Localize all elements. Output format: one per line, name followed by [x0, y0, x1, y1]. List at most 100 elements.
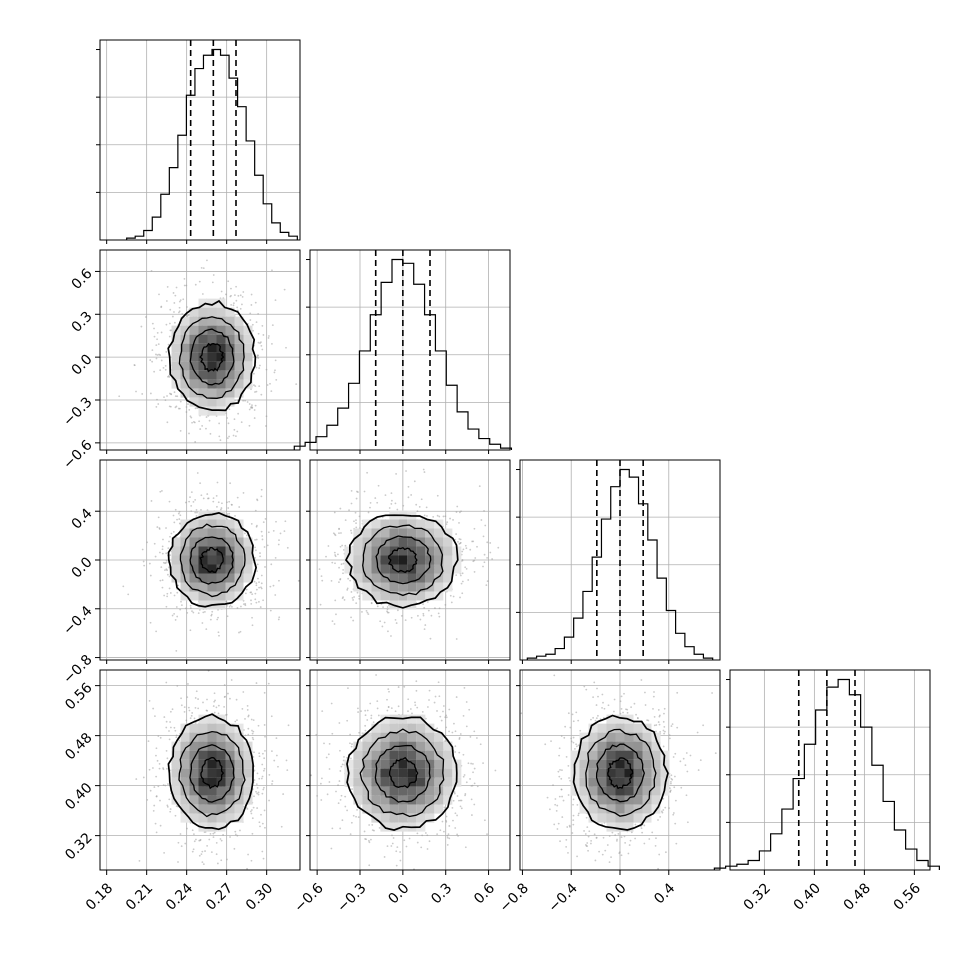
density-cell — [198, 714, 208, 724]
sample-point — [267, 337, 270, 339]
density-cell — [198, 546, 208, 556]
density-cell — [225, 307, 235, 317]
density-cell — [198, 759, 208, 769]
sample-point — [424, 832, 427, 834]
density-cell — [216, 397, 226, 407]
sample-point — [263, 767, 266, 770]
sample-point — [264, 566, 266, 568]
density-cell — [225, 573, 235, 583]
sample-point — [250, 602, 253, 605]
sample-point — [253, 795, 255, 798]
sample-point — [202, 701, 204, 704]
sample-point — [244, 399, 246, 402]
sample-point — [344, 795, 347, 798]
density-cell — [389, 555, 399, 565]
density-cell — [225, 750, 235, 760]
density-cell — [353, 555, 363, 565]
sample-point — [237, 412, 240, 415]
sample-point — [473, 730, 476, 733]
sample-point — [174, 395, 177, 398]
density-cell — [416, 519, 426, 529]
sample-point — [187, 314, 190, 317]
sample-point — [177, 311, 180, 314]
sample-point — [238, 631, 240, 634]
sample-point — [347, 687, 349, 690]
sample-point — [165, 527, 167, 529]
density-cell — [180, 352, 190, 362]
sample-point — [166, 804, 169, 807]
sample-point — [153, 542, 156, 545]
sample-point — [387, 688, 390, 690]
sample-point — [277, 765, 279, 768]
sample-point — [268, 799, 270, 802]
sample-point — [193, 833, 195, 836]
sample-point — [247, 733, 250, 736]
sample-point — [470, 798, 473, 801]
density-cell — [416, 573, 426, 583]
sample-point — [275, 737, 278, 740]
sample-point — [242, 691, 245, 693]
sample-point — [417, 614, 419, 617]
density-cell — [234, 537, 244, 547]
density-cell — [234, 786, 244, 796]
sample-point — [365, 609, 368, 612]
sample-point — [360, 710, 362, 713]
sample-point — [485, 584, 488, 586]
sample-point — [342, 562, 345, 565]
sample-point — [174, 729, 177, 732]
sample-point — [297, 579, 300, 582]
sample-point — [251, 323, 254, 326]
sample-point — [442, 515, 445, 518]
sample-point — [163, 716, 166, 718]
density-cell — [180, 795, 190, 805]
sample-point — [258, 777, 261, 780]
sample-point — [259, 552, 261, 554]
density-cell — [234, 546, 244, 556]
sample-point — [151, 322, 154, 325]
sample-point — [241, 295, 244, 298]
sample-point — [159, 736, 162, 739]
sample-point — [391, 842, 394, 845]
sample-point — [461, 572, 464, 575]
density-cell — [416, 546, 426, 556]
sample-point — [256, 786, 259, 789]
sample-point — [161, 548, 164, 551]
sample-point — [250, 809, 253, 811]
sample-point — [212, 274, 215, 276]
sample-point — [258, 581, 260, 584]
density-cell — [189, 591, 199, 601]
sample-point — [265, 425, 267, 427]
density-cell — [225, 795, 235, 805]
density-cell — [198, 361, 208, 371]
sample-point — [261, 752, 264, 755]
sample-point — [386, 709, 389, 712]
sample-point — [371, 824, 374, 826]
sample-point — [168, 392, 171, 395]
density-panel-4-2 — [309, 669, 511, 872]
density-cell — [243, 564, 253, 574]
sample-point — [252, 329, 255, 332]
sample-point — [333, 551, 336, 554]
sample-point — [246, 867, 248, 870]
density-cell — [398, 600, 408, 610]
sample-point — [165, 552, 168, 555]
sample-point — [274, 369, 276, 372]
sample-point — [229, 604, 232, 607]
sample-point — [334, 562, 336, 565]
density-cell — [243, 546, 253, 556]
sample-point — [383, 870, 385, 872]
sample-point — [264, 826, 266, 829]
density-cell — [198, 388, 208, 398]
sample-point — [434, 695, 437, 698]
sample-point — [164, 368, 167, 371]
sample-point — [168, 798, 171, 801]
density-cell — [216, 316, 226, 326]
sample-point — [338, 528, 340, 531]
density-cell — [434, 555, 444, 565]
sample-point — [443, 830, 445, 833]
sample-point — [318, 568, 321, 571]
sample-point — [455, 638, 458, 640]
sample-point — [403, 839, 406, 842]
sample-point — [396, 609, 399, 612]
density-cell — [389, 591, 399, 601]
